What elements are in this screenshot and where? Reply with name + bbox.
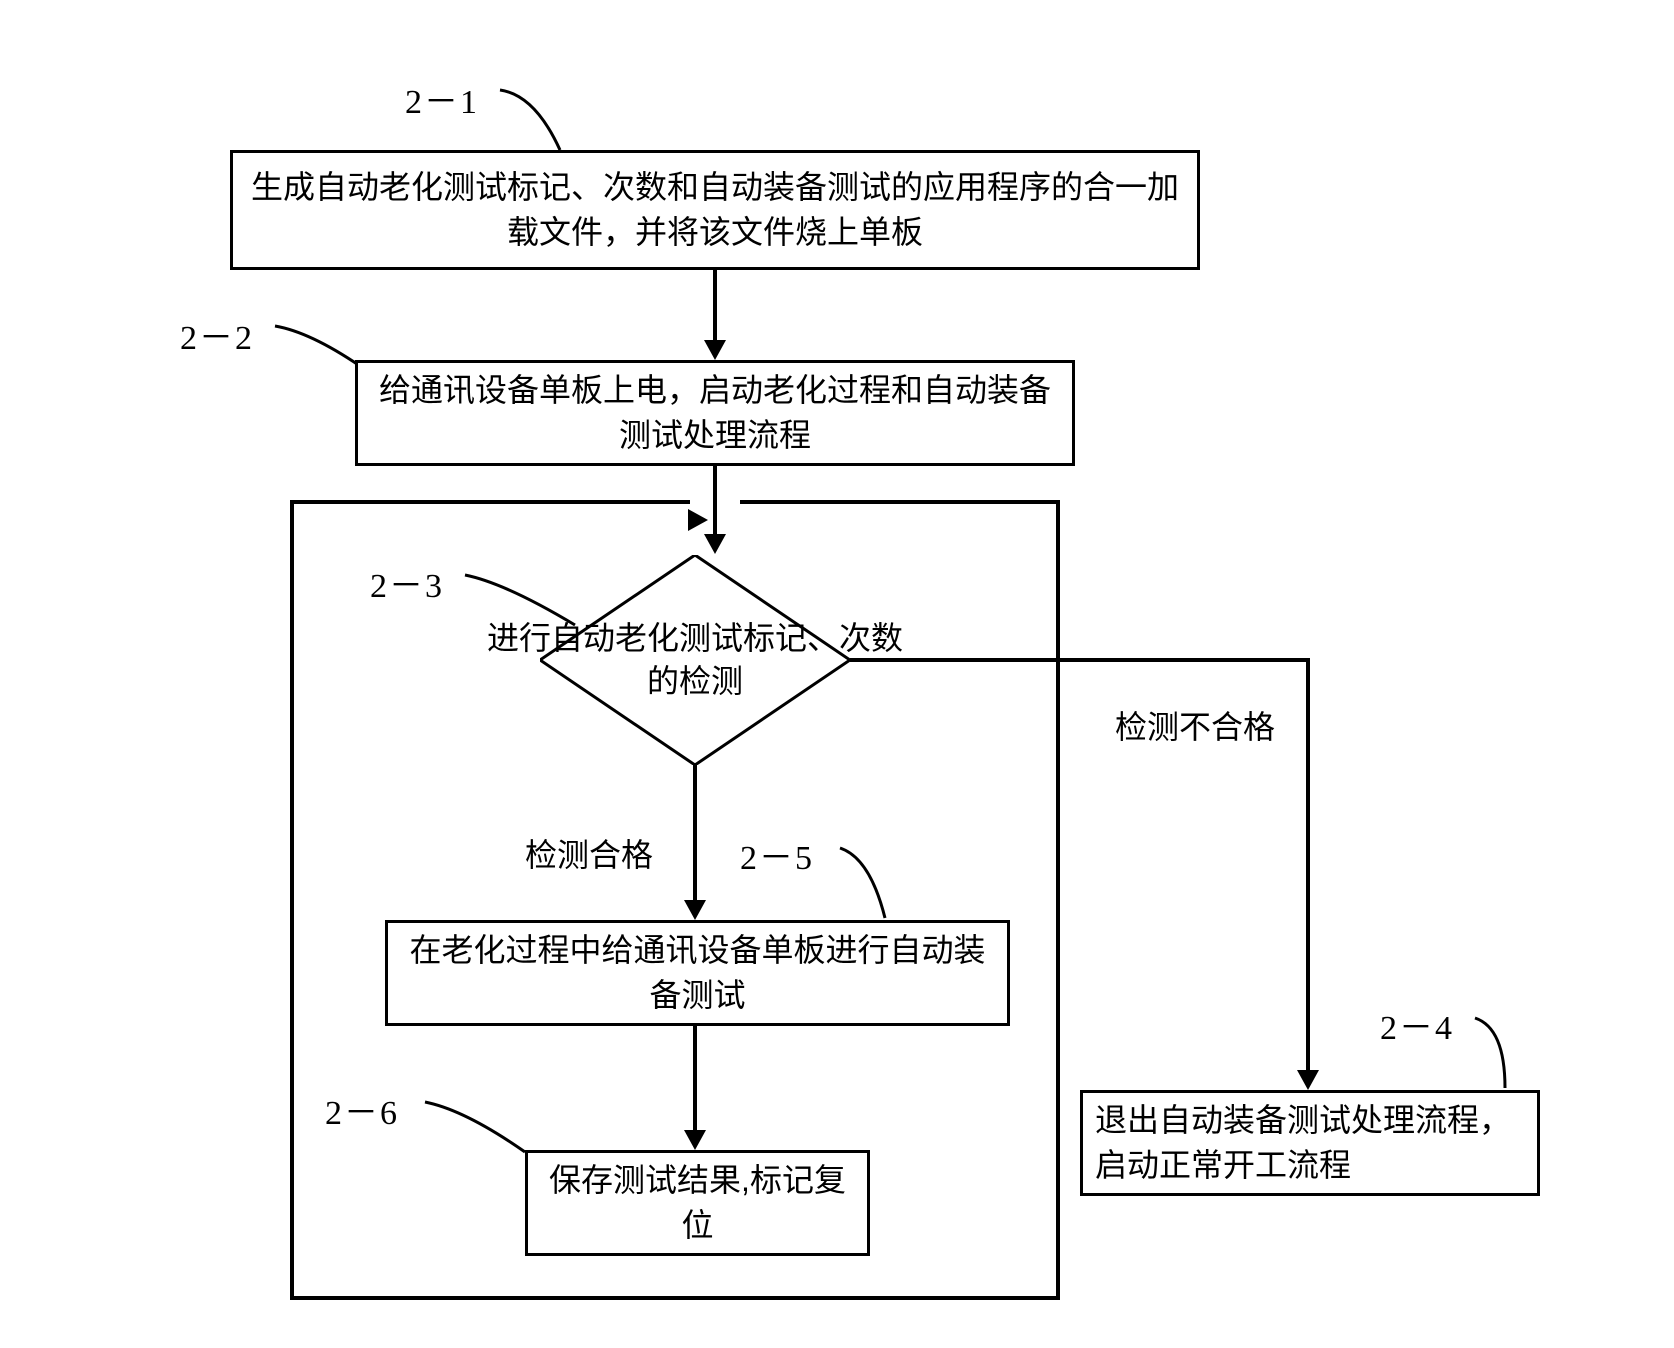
node-decision: 进行自动老化测试标记、次数的检测: [478, 617, 912, 703]
loop-return-head: [688, 509, 708, 531]
edge-3-4-v: [1306, 658, 1310, 1072]
node-power-on: 给通讯设备单板上电，启动老化过程和自动装备测试处理流程: [355, 360, 1075, 466]
node-decision-wrap: 进行自动老化测试标记、次数的检测: [540, 555, 850, 765]
edge-label-fail: 检测不合格: [1115, 702, 1275, 748]
edge-label-pass: 检测合格: [525, 830, 653, 876]
edge-1-2: [713, 270, 717, 342]
edge-5-6: [693, 1026, 697, 1132]
node-save-result: 保存测试结果,标记复位: [525, 1150, 870, 1256]
node-generate-file: 生成自动老化测试标记、次数和自动装备测试的应用程序的合一加载文件，并将该文件烧上…: [230, 150, 1200, 270]
edge-3-4-head: [1297, 1070, 1319, 1090]
edge-1-2-head: [704, 340, 726, 360]
step-label-2-3: 2－3: [370, 558, 444, 607]
node-exit-flow: 退出自动装备测试处理流程，启动正常开工流程: [1080, 1090, 1540, 1196]
step-label-2-6: 2－6: [325, 1085, 399, 1134]
step-label-2-2: 2－2: [180, 310, 254, 359]
loop-frame-top-right: [740, 500, 1060, 504]
loop-frame-bottom: [290, 1296, 1060, 1300]
step-label-2-1: 2－1: [405, 74, 479, 123]
edge-3-5: [693, 765, 697, 902]
edge-5-6-head: [684, 1130, 706, 1150]
leader-2-6: [425, 1102, 535, 1162]
edge-3-4-h: [850, 658, 1310, 662]
edge-2-3-head: [704, 534, 726, 554]
loop-frame-top-left: [290, 500, 690, 504]
step-label-2-4: 2－4: [1380, 1000, 1454, 1049]
edge-2-3: [713, 466, 717, 536]
node-auto-test: 在老化过程中给通讯设备单板进行自动装备测试: [385, 920, 1010, 1026]
loop-frame-left: [290, 500, 294, 1300]
step-label-2-5: 2－5: [740, 830, 814, 879]
edge-3-5-head: [684, 900, 706, 920]
leader-2-4: [1475, 1018, 1555, 1088]
leader-2-5: [840, 848, 940, 918]
loop-frame-right: [1056, 500, 1060, 1300]
